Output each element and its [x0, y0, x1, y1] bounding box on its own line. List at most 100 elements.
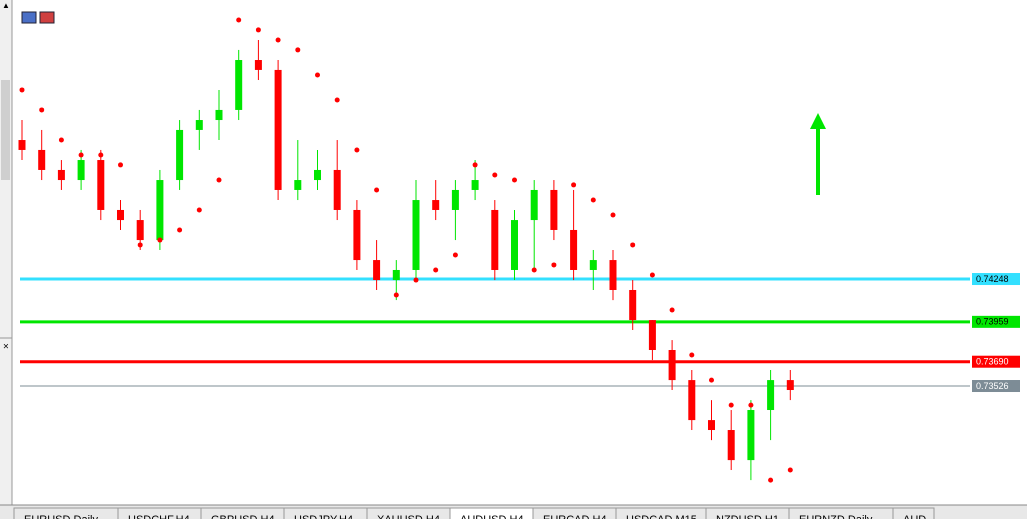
level-label-box — [972, 273, 1020, 286]
tab-label: NZDUSD,H1 — [716, 514, 779, 519]
tab-label: USDJPY,H4 — [294, 514, 353, 519]
candle-body — [550, 189, 558, 230]
candle-body — [589, 260, 597, 270]
tab — [892, 507, 935, 519]
sar-dot — [472, 162, 478, 168]
candle-body — [786, 380, 794, 391]
candle-body — [451, 189, 459, 210]
sar-dot — [787, 467, 793, 473]
tab-label: XAUUSD,H4 — [377, 514, 440, 519]
candle-body — [274, 69, 282, 190]
candle-body — [708, 420, 715, 431]
tab-label: GBPUSD,H4 — [211, 514, 275, 519]
sar-dot — [452, 252, 458, 258]
candle-body — [156, 180, 164, 241]
sar-dot — [433, 267, 439, 273]
candle-body — [491, 209, 499, 270]
level-label-box — [972, 315, 1020, 328]
sar-dot — [630, 242, 636, 248]
level-label: 0.73526 — [976, 381, 1009, 391]
sar-dot — [689, 352, 695, 358]
icon — [21, 11, 37, 24]
tab-label: AUDUSD,H4 — [460, 514, 524, 519]
tab-label: USDCHF,H4 — [128, 514, 190, 519]
sar-dot — [118, 162, 123, 168]
scroll-up[interactable]: ▲ — [2, 1, 10, 10]
sar-dot — [315, 72, 320, 78]
candle-body — [629, 289, 637, 321]
icon — [39, 11, 55, 24]
candle-body — [136, 220, 144, 241]
candle-body — [727, 430, 735, 461]
candle-body — [530, 189, 538, 221]
sar-dot — [137, 242, 143, 248]
sar-dot — [413, 277, 419, 283]
candle-body — [570, 229, 578, 270]
tab-label: EURUSD,Daily — [24, 514, 98, 519]
sar-dot — [19, 87, 25, 93]
sar-dot — [334, 97, 340, 103]
tab-label: AUD — [903, 514, 926, 519]
sar-dot — [512, 177, 517, 183]
tab-label: EURNZD,Daily — [799, 514, 873, 519]
sar-dot — [374, 187, 380, 193]
sar-dot — [157, 237, 163, 243]
sar-dot — [354, 147, 360, 153]
candle-body — [648, 320, 656, 351]
candle-body — [412, 200, 420, 270]
candle-body — [333, 169, 341, 210]
candle-body — [432, 200, 440, 210]
sar-dot — [58, 137, 64, 143]
candle-body — [97, 160, 105, 210]
sar-dot — [649, 272, 655, 278]
sar-dot — [709, 377, 714, 383]
sar-dot — [255, 27, 261, 33]
candle-body — [353, 209, 361, 261]
sar-dot — [551, 262, 557, 268]
sar-dot — [177, 227, 183, 233]
sar-dot — [275, 37, 281, 43]
candle-body — [57, 169, 65, 181]
sar-dot — [669, 307, 675, 313]
candle-body — [688, 380, 696, 421]
candle-body — [471, 180, 479, 190]
candle-body — [294, 180, 302, 190]
candle-body — [235, 60, 243, 110]
candle-body — [392, 269, 400, 281]
close-icon[interactable]: × — [3, 342, 9, 353]
level-label: 0.73690 — [976, 357, 1009, 367]
candle-body — [195, 120, 203, 130]
candle-body — [77, 160, 85, 181]
candle-body — [373, 260, 381, 281]
candle-body — [38, 149, 46, 170]
candle-body — [176, 129, 184, 181]
candle-body — [117, 209, 124, 221]
tab-label: EURCAD,H4 — [543, 514, 607, 519]
tab-label: USDCAD,M15 — [626, 514, 697, 519]
level-label: 0.74248 — [976, 274, 1009, 284]
sar-dot — [393, 292, 399, 298]
arrow-annotation — [810, 113, 826, 195]
sar-dot — [236, 17, 242, 23]
candle-body — [215, 109, 223, 121]
sar-dot — [216, 177, 222, 183]
candle-body — [18, 140, 26, 150]
candle-body — [668, 350, 676, 381]
level-label-box — [972, 380, 1020, 393]
sar-dot — [748, 402, 754, 408]
sar-dot — [295, 47, 301, 53]
sar-dot — [571, 182, 577, 188]
candle-body — [747, 410, 755, 461]
sar-dot — [39, 107, 45, 113]
sar-dot — [196, 207, 202, 213]
scroll-thumb — [1, 80, 10, 180]
sar-dot — [610, 212, 616, 218]
candle-body — [314, 169, 321, 181]
candle-body — [254, 60, 262, 70]
sar-dot — [768, 477, 774, 483]
candle-body — [609, 260, 617, 290]
sar-dot — [590, 197, 596, 203]
sar-dot — [492, 172, 498, 178]
